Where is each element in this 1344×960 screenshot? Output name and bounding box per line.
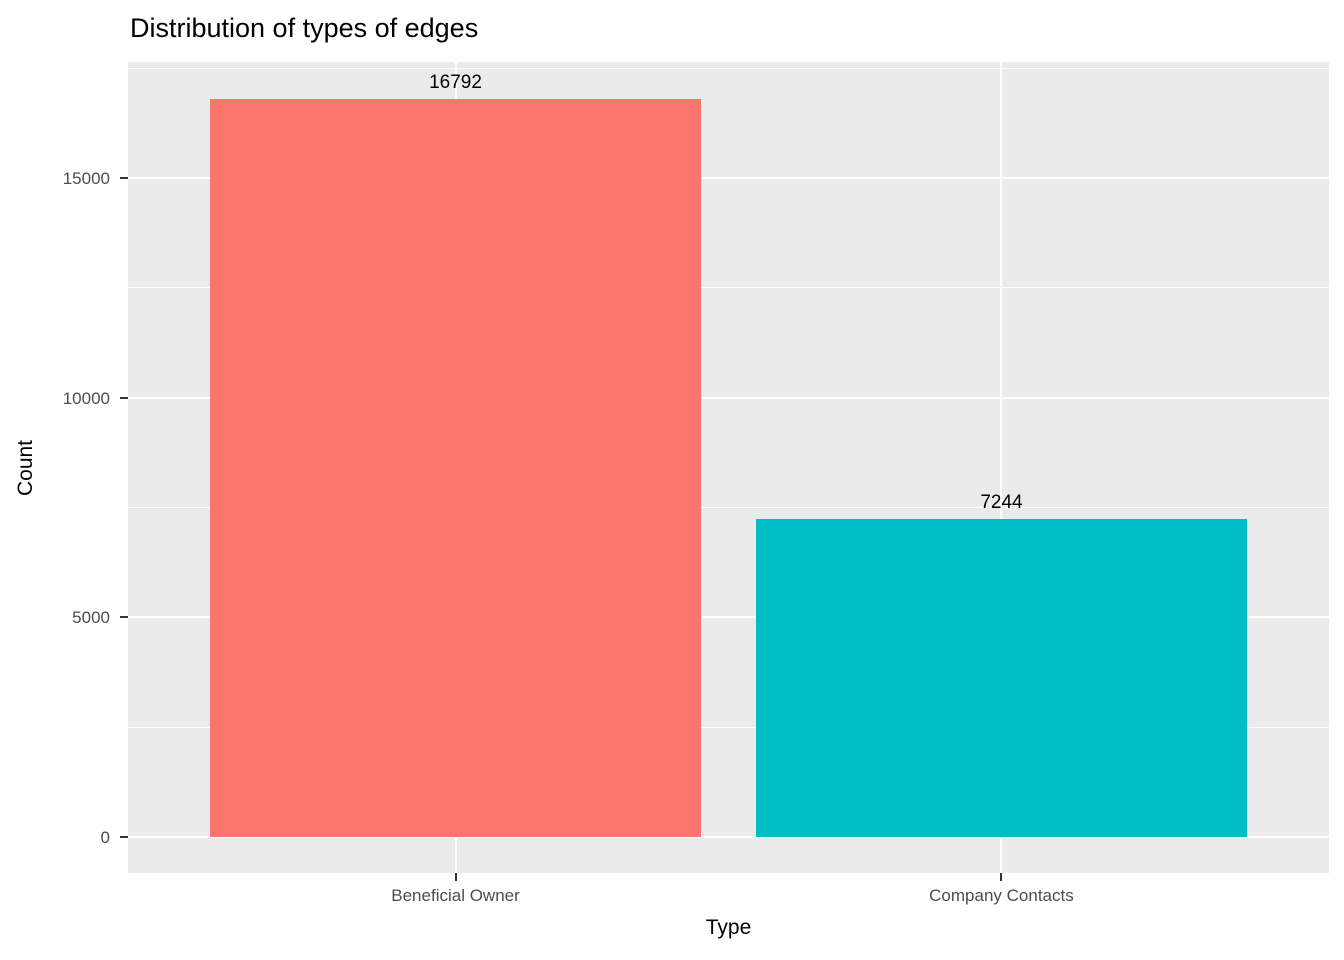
y-tick-mark bbox=[120, 396, 128, 399]
chart-title: Distribution of types of edges bbox=[130, 13, 479, 43]
y-tick-label: 0 bbox=[100, 828, 110, 847]
minor-gridline bbox=[128, 67, 1329, 69]
x-tick-mark bbox=[1000, 873, 1003, 881]
x-tick-label: Beneficial Owner bbox=[391, 886, 520, 905]
bar-1 bbox=[755, 518, 1248, 837]
minor-gridline bbox=[128, 287, 1329, 289]
bar-value-label: 16792 bbox=[429, 72, 482, 94]
x-tick-mark bbox=[454, 873, 457, 881]
y-tick-mark bbox=[120, 616, 128, 619]
y-tick-mark bbox=[120, 176, 128, 179]
minor-gridline bbox=[128, 506, 1329, 508]
plot-area: 16792 7244 bbox=[128, 62, 1329, 873]
major-gridline-vertical bbox=[1000, 62, 1003, 873]
major-gridline bbox=[128, 616, 1329, 619]
bar-value-label: 7244 bbox=[980, 491, 1023, 513]
x-axis-title: Type bbox=[705, 916, 752, 939]
major-gridline bbox=[128, 396, 1329, 399]
y-tick-label: 15000 bbox=[62, 168, 110, 188]
major-gridline bbox=[128, 836, 1329, 838]
y-tick-mark bbox=[120, 836, 128, 838]
y-axis-title: Count bbox=[14, 439, 37, 497]
x-tick-label: Company Contacts bbox=[929, 886, 1074, 905]
y-tick-label: 5000 bbox=[72, 608, 110, 628]
minor-gridline bbox=[128, 726, 1329, 728]
major-gridline bbox=[128, 176, 1329, 179]
bar-0 bbox=[209, 99, 702, 837]
y-tick-label: 10000 bbox=[62, 388, 110, 408]
